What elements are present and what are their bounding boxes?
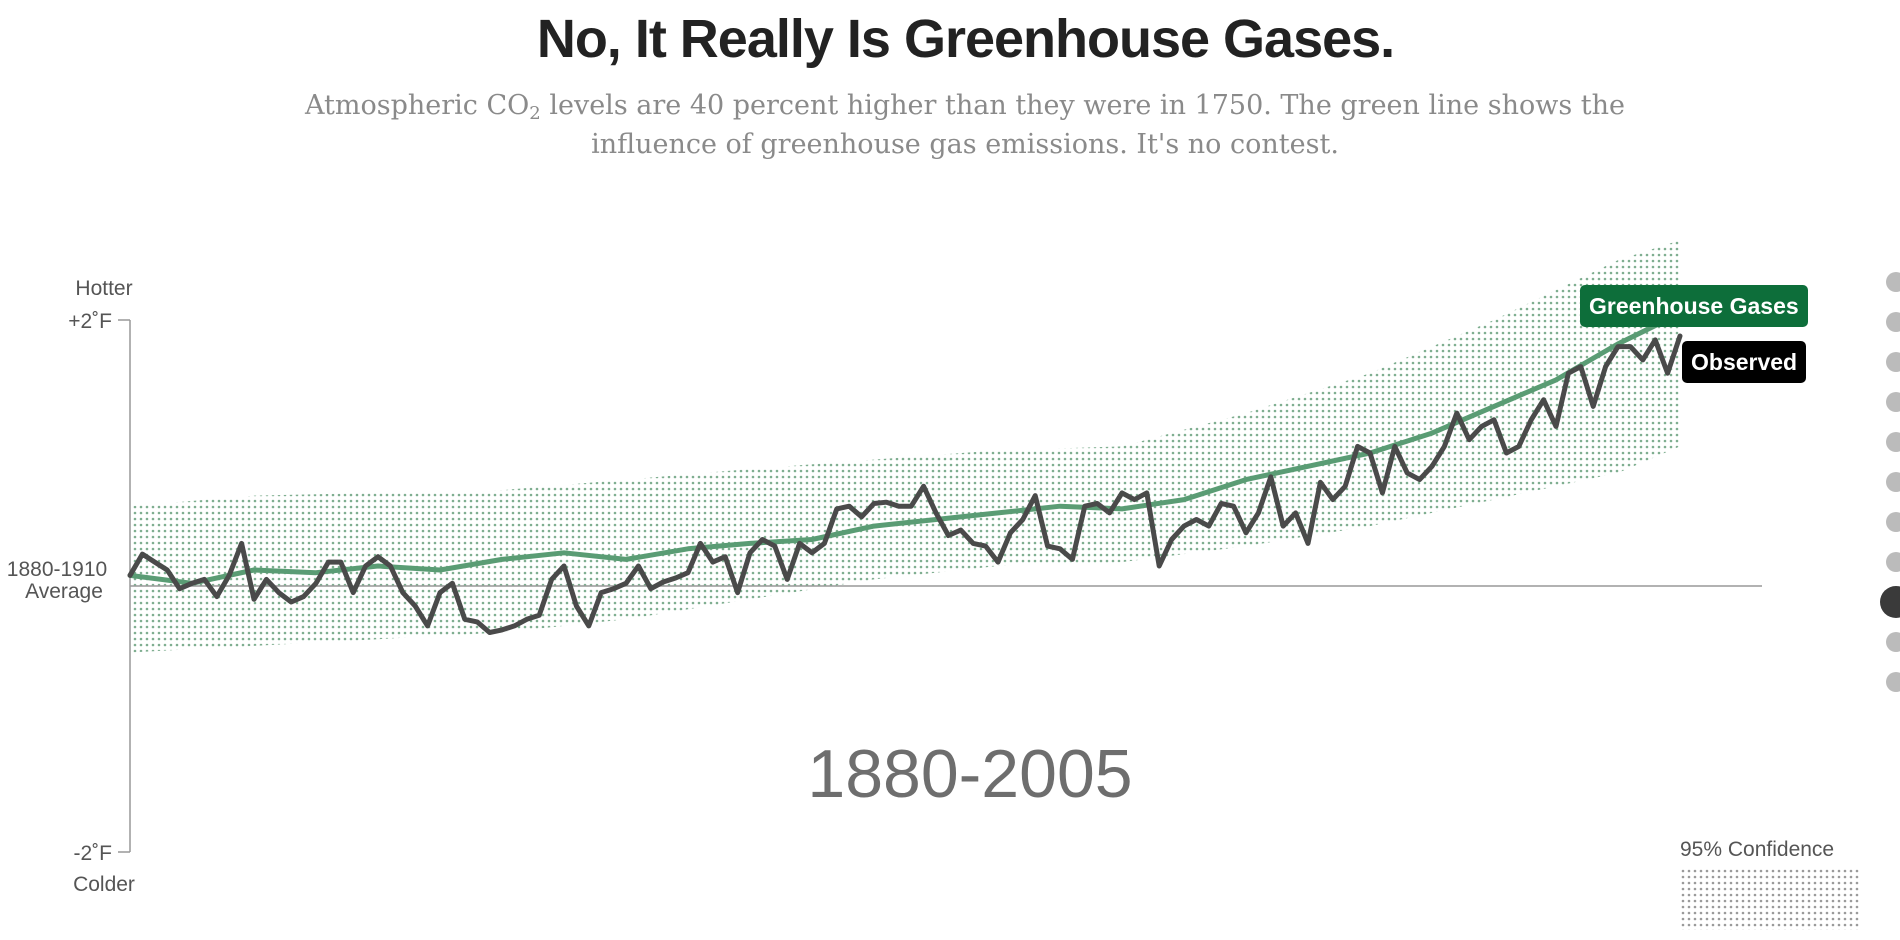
bottom-tick-label: -2˚F <box>74 842 113 865</box>
chart-title: No, It Really Is Greenhouse Gases. <box>536 9 1395 69</box>
nav-dot-8[interactable] <box>1886 552 1900 572</box>
greenhouse-gases-label: Greenhouse Gases <box>1580 285 1808 327</box>
colder-label: Colder <box>73 873 135 896</box>
top-tick-label: +2˚F <box>68 310 112 333</box>
confidence-band <box>130 240 1680 653</box>
hotter-label: Hotter <box>75 277 132 300</box>
confidence-legend-swatch <box>1680 868 1860 930</box>
step-navigation <box>1876 272 1900 712</box>
nav-dot-11[interactable] <box>1886 672 1900 692</box>
nav-dot-10[interactable] <box>1886 632 1900 652</box>
subtitle-text-end: levels are 40 percent higher than they w… <box>540 90 1625 160</box>
nav-dot-5[interactable] <box>1886 432 1900 452</box>
nav-dot-9[interactable] <box>1880 586 1900 618</box>
baseline-label-line2: Average <box>25 580 103 603</box>
observed-label: Observed <box>1682 341 1807 383</box>
subtitle-subscript: 2 <box>529 103 541 124</box>
nav-dot-3[interactable] <box>1886 352 1900 372</box>
baseline-label-line1: 1880-1910 <box>7 558 107 581</box>
nav-dot-2[interactable] <box>1886 312 1900 332</box>
nav-dot-6[interactable] <box>1886 472 1900 492</box>
period-label: 1880-2005 <box>807 736 1133 812</box>
confidence-legend-label: 95% Confidence <box>1680 838 1835 861</box>
subtitle-text-start: Atmospheric CO <box>305 90 530 121</box>
nav-dot-1[interactable] <box>1886 272 1900 292</box>
nav-dot-7[interactable] <box>1886 512 1900 532</box>
observed-line <box>127 333 1683 635</box>
chart-subtitle: Atmospheric CO2 levels are 40 percent hi… <box>290 86 1640 164</box>
nav-dot-4[interactable] <box>1886 392 1900 412</box>
